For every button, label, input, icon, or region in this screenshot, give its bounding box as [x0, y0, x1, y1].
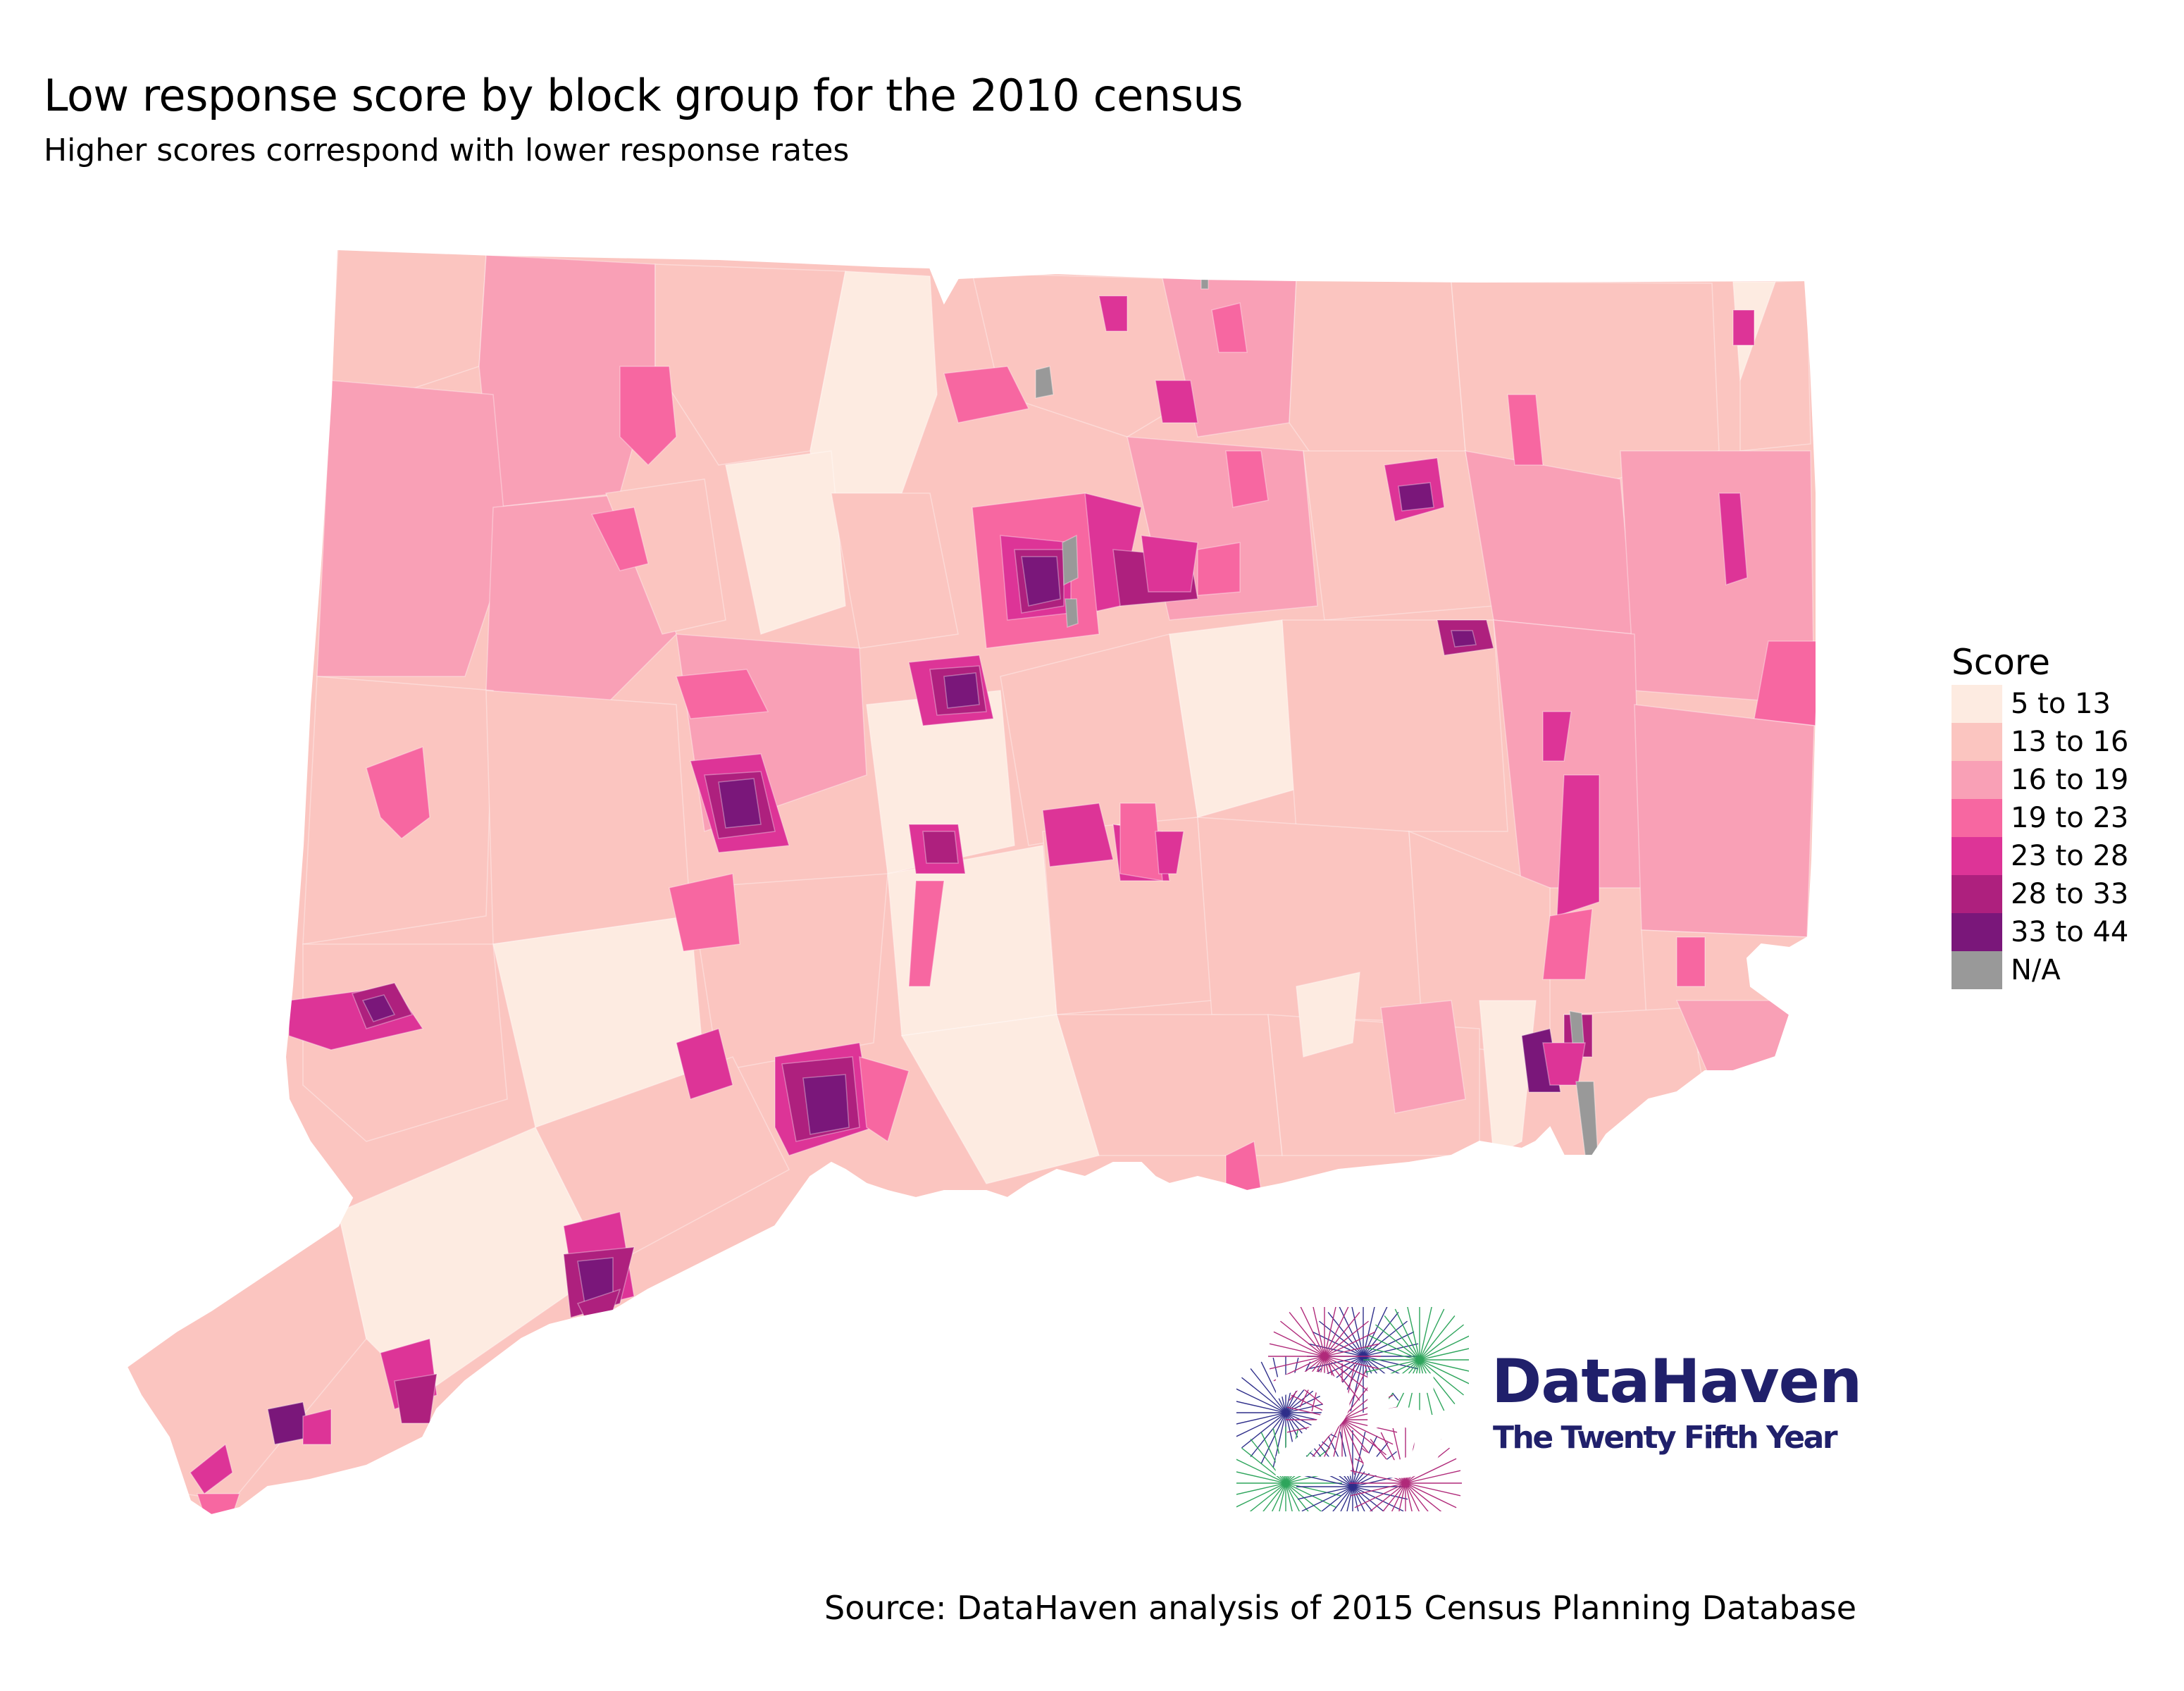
legend-swatch — [1952, 761, 2002, 799]
block-group-region — [1479, 1000, 1537, 1157]
block-group-region — [1732, 309, 1755, 346]
block-group-region — [690, 873, 888, 1072]
legend-item: 13 to 16 — [1952, 723, 2128, 761]
block-group-region — [1155, 831, 1184, 874]
legend-label: N/A — [2011, 954, 2061, 986]
logo-tagline: The Twenty Fifth Year — [1493, 1420, 1838, 1456]
legend-swatch — [1952, 685, 2002, 723]
block-group-region — [1542, 908, 1593, 980]
block-group-region — [1754, 640, 1816, 726]
block-group-region — [1569, 1010, 1584, 1043]
block-group-region — [675, 669, 769, 719]
chart-subtitle: Higher scores correspond with lower resp… — [44, 132, 850, 168]
legend-item: 5 to 13 — [1952, 685, 2128, 723]
block-group-region — [1141, 535, 1198, 593]
block-group-region — [316, 380, 508, 677]
logo-name: DataHaven — [1491, 1346, 1862, 1417]
legend-swatch — [1952, 951, 2002, 989]
legend-swatch — [1952, 723, 2002, 761]
block-group-region — [1035, 366, 1054, 399]
legend-label: 19 to 23 — [2011, 802, 2129, 834]
datahaven-logo: 25 DataHaven The Twenty Fifth Year — [1236, 1307, 1862, 1511]
block-group-region — [366, 745, 430, 839]
legend-item: 28 to 33 — [1952, 875, 2128, 913]
block-group-region — [1211, 302, 1248, 353]
block-group-region — [1380, 1000, 1466, 1114]
block-group-region — [1062, 534, 1079, 586]
block-group-region — [943, 366, 1030, 423]
block-group-region — [1282, 619, 1508, 832]
block-group-region — [1296, 972, 1360, 1058]
block-group-region — [1155, 380, 1198, 423]
block-group-region — [654, 264, 846, 466]
legend-label: 13 to 16 — [2011, 726, 2129, 758]
legend-item: 33 to 44 — [1952, 913, 2128, 951]
block-group-region — [1197, 542, 1241, 596]
legend-item: 16 to 19 — [1952, 761, 2128, 799]
block-group-region — [1119, 803, 1163, 881]
legend-label: 28 to 33 — [2011, 878, 2129, 910]
legend-label: 23 to 28 — [2011, 840, 2129, 872]
block-group-region — [1556, 774, 1600, 917]
block-group-region — [590, 507, 649, 571]
legend-title: Score — [1952, 642, 2051, 683]
legend-swatch — [1952, 875, 2002, 913]
source-caption: Source: DataHaven analysis of 2015 Censu… — [824, 1589, 1857, 1627]
block-group-region — [676, 1028, 733, 1100]
block-group-region — [725, 450, 846, 635]
block-group-region — [1042, 803, 1114, 867]
block-group-region — [1451, 630, 1477, 648]
state-outline — [125, 248, 1817, 1516]
block-group-region — [831, 493, 959, 649]
legend-item: 19 to 23 — [1952, 799, 2128, 837]
block-group-region — [718, 778, 762, 829]
block-group-region — [189, 1443, 233, 1495]
block-group-region — [859, 1055, 910, 1143]
legend-label: 16 to 19 — [2011, 764, 2129, 796]
legend-item: 23 to 28 — [1952, 837, 2128, 875]
block-group-region — [1507, 394, 1544, 466]
block-group-region — [1676, 936, 1706, 987]
block-group-region — [196, 1493, 241, 1515]
block-group-region — [619, 366, 677, 466]
legend-swatch — [1952, 913, 2002, 951]
block-group-region — [1065, 598, 1079, 628]
block-group-region — [1542, 711, 1572, 762]
starburst-25-icon: 25 — [1236, 1307, 1469, 1511]
legend-item: N/A — [1952, 951, 2128, 989]
block-group-region — [1021, 556, 1061, 607]
block-group-region — [337, 1127, 607, 1396]
block-group-region — [669, 873, 740, 952]
block-group-region — [802, 1074, 850, 1135]
block-group-region — [394, 1373, 438, 1424]
block-group-region — [1200, 278, 1209, 290]
block-group-region — [1634, 704, 1815, 938]
legend-swatch — [1952, 799, 2002, 837]
block-group-region — [302, 1408, 332, 1445]
block-group-region — [485, 690, 691, 945]
block-group-region — [1542, 1042, 1586, 1086]
logo-mark-text: 25 — [1265, 1346, 1441, 1510]
block-group-region — [943, 672, 980, 709]
block-group-region — [1398, 482, 1434, 512]
legend-label: 5 to 13 — [2011, 688, 2111, 720]
block-group-region — [1718, 493, 1748, 586]
block-group-region — [1098, 295, 1128, 332]
block-group-region — [922, 831, 959, 864]
block-group-region — [361, 994, 396, 1022]
legend-swatch — [1952, 837, 2002, 875]
block-group-region — [908, 880, 945, 987]
chart-title: Low response score by block group for th… — [44, 70, 1243, 121]
legend: Score 5 to 13 13 to 16 16 to 19 19 to 23 23 … — [1952, 643, 2128, 989]
block-group-region — [1225, 450, 1269, 508]
legend-label: 33 to 44 — [2011, 916, 2129, 948]
